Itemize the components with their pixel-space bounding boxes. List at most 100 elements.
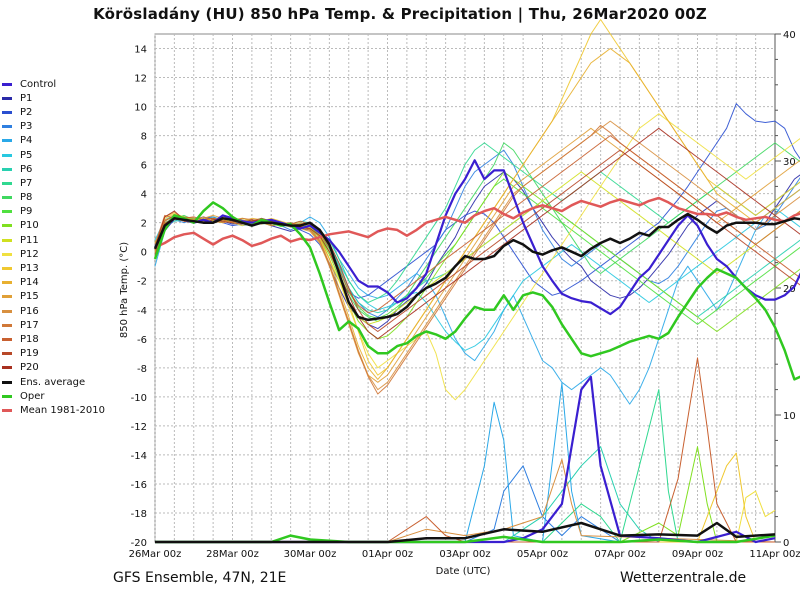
- legend-label: P20: [20, 362, 39, 374]
- legend-label: P19: [20, 348, 39, 360]
- legend-label: P15: [20, 291, 39, 303]
- x-tick-label: 03Apr 00z: [439, 549, 490, 560]
- y-tick-label: -12: [131, 422, 147, 433]
- series-layer: [153, 19, 800, 405]
- footer-source: Wetterzentrale.de: [620, 570, 747, 586]
- y-axis-left: 14 12 10 8 6 4 2 0 -2 -4 -6 -8 -10 -12 -14 -16 -18 -20: [131, 45, 147, 549]
- legend-item: Oper: [2, 389, 114, 403]
- y-tick-label: 6: [141, 161, 147, 172]
- y-tick-label: -20: [131, 538, 147, 549]
- legend-swatch: [2, 139, 12, 143]
- legend-label: P10: [20, 220, 39, 232]
- chart-title: Körösladány (HU) 850 hPa Temp. & Precipi…: [93, 5, 707, 23]
- legend-label: Mean 1981-2010: [20, 404, 105, 416]
- legend-swatch: [2, 323, 12, 327]
- y2-tick-label: 10: [783, 411, 796, 422]
- x-tick-label: 30Mar 00z: [284, 549, 337, 560]
- legend-swatch: [2, 252, 12, 256]
- precip-layer: [155, 357, 776, 544]
- legend-label: P11: [20, 234, 39, 246]
- legend-item: P7: [2, 176, 114, 190]
- legend-item: P16: [2, 304, 114, 318]
- legend-label: P2: [20, 106, 33, 118]
- legend-label: P13: [20, 263, 39, 275]
- legend-label: P14: [20, 277, 39, 289]
- legend-label: P7: [20, 177, 33, 189]
- y-axis-label: 850 hPa Temp. (°C): [119, 242, 130, 338]
- legend-item: P12: [2, 247, 114, 261]
- legend-label: P6: [20, 163, 33, 175]
- legend-item: P13: [2, 261, 114, 275]
- legend-swatch: [2, 196, 12, 200]
- precip-line-p10: [155, 446, 775, 543]
- legend-swatch: [2, 309, 12, 313]
- legend-swatch: [2, 181, 12, 185]
- legend-swatch: [2, 82, 12, 86]
- grid: [154, 33, 776, 543]
- legend-label: P5: [20, 149, 33, 161]
- legend-swatch: [2, 281, 12, 285]
- x-tick-label: 28Mar 00z: [206, 549, 259, 560]
- legend-label: P18: [20, 333, 39, 345]
- legend-item: P9: [2, 205, 114, 219]
- y-tick-label: -16: [131, 480, 147, 491]
- legend-item: P6: [2, 162, 114, 176]
- x-tick-label: 11Apr 00z: [749, 549, 800, 560]
- y-tick-label: 10: [134, 103, 147, 114]
- legend-item: Ens. average: [2, 375, 114, 389]
- series-line-p2: [154, 103, 800, 299]
- x-tick-label: 09Apr 00z: [672, 549, 723, 560]
- legend-swatch: [2, 125, 12, 129]
- y2-tick-label: 20: [783, 284, 796, 295]
- legend: Control P1 P2 P3 P4 P5 P6 P7 P8 P9 P10 P11 P12 P13 P14…: [2, 77, 114, 418]
- legend-label: P16: [20, 305, 39, 317]
- legend-item: P10: [2, 219, 114, 233]
- legend-label: P3: [20, 121, 33, 133]
- legend-item: P14: [2, 276, 114, 290]
- legend-label: P12: [20, 248, 39, 260]
- legend-item: P2: [2, 105, 114, 119]
- legend-swatch: [2, 394, 12, 398]
- x-tick-label: 01Apr 00z: [362, 549, 413, 560]
- legend-item: P19: [2, 347, 114, 361]
- legend-swatch: [2, 224, 12, 228]
- legend-swatch: [2, 96, 12, 100]
- y-tick-label: 12: [134, 74, 147, 85]
- legend-item: P18: [2, 332, 114, 346]
- legend-label: P17: [20, 319, 39, 331]
- legend-swatch: [2, 238, 12, 242]
- legend-item: Control: [2, 77, 114, 91]
- legend-item: P1: [2, 91, 114, 105]
- y-tick-label: 0: [141, 248, 147, 259]
- legend-label: P4: [20, 135, 33, 147]
- legend-label: Ens. average: [20, 376, 86, 388]
- x-tick-label: 26Mar 00z: [129, 549, 182, 560]
- y2-tick-label: 0: [783, 538, 789, 549]
- legend-item: P4: [2, 134, 114, 148]
- legend-swatch: [2, 352, 12, 356]
- y-tick-label: -10: [131, 393, 147, 404]
- legend-item: P15: [2, 290, 114, 304]
- y-tick-label: 2: [141, 219, 147, 230]
- legend-swatch: [2, 210, 12, 214]
- legend-item: P3: [2, 120, 114, 134]
- x-axis-label: Date (UTC): [436, 566, 491, 577]
- precip-line-p16: [155, 458, 776, 543]
- y-tick-label: -18: [131, 509, 147, 520]
- legend-item: P20: [2, 361, 114, 375]
- y-tick-label: 4: [141, 190, 147, 201]
- legend-item: P8: [2, 191, 114, 205]
- x-tick-label: 07Apr 00z: [594, 549, 645, 560]
- y2-tick-label: 30: [783, 157, 796, 168]
- legend-swatch: [2, 380, 12, 384]
- legend-label: Control: [20, 78, 57, 90]
- y-tick-label: -6: [137, 335, 147, 346]
- precip-line-oper: [155, 534, 776, 544]
- legend-swatch: [2, 267, 12, 271]
- legend-item: Mean 1981-2010: [2, 403, 114, 417]
- legend-swatch: [2, 366, 12, 370]
- series-line-mean-1981-2010: [154, 196, 800, 249]
- y2-tick-label: 40: [783, 30, 796, 41]
- legend-swatch: [2, 153, 12, 157]
